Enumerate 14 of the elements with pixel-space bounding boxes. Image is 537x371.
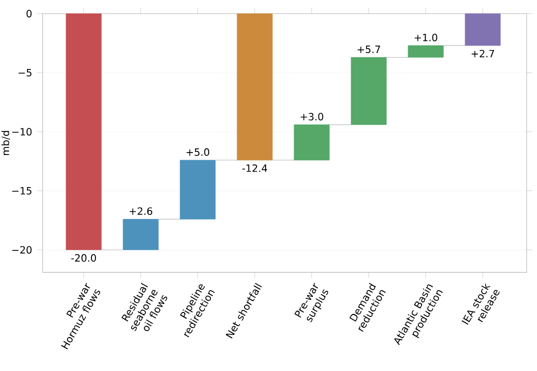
y-tick-label: −15	[12, 187, 32, 195]
y-tick-label: 0	[26, 10, 32, 18]
data-label: +1.0	[414, 34, 438, 42]
y-tick-label: −20	[12, 246, 32, 254]
data-label: -12.4	[242, 164, 268, 172]
y-tick-label: −10	[12, 128, 32, 136]
data-label: +5.7	[358, 46, 380, 54]
data-label: -20.0	[71, 254, 96, 262]
data-label: +2.6	[130, 207, 152, 215]
data-label: +3.0	[300, 112, 324, 120]
data-label: +5.0	[186, 148, 210, 156]
y-axis-title: mb/d	[1, 131, 10, 155]
data-label: +2.7	[472, 50, 494, 58]
y-tick-label: −5	[18, 69, 32, 76]
